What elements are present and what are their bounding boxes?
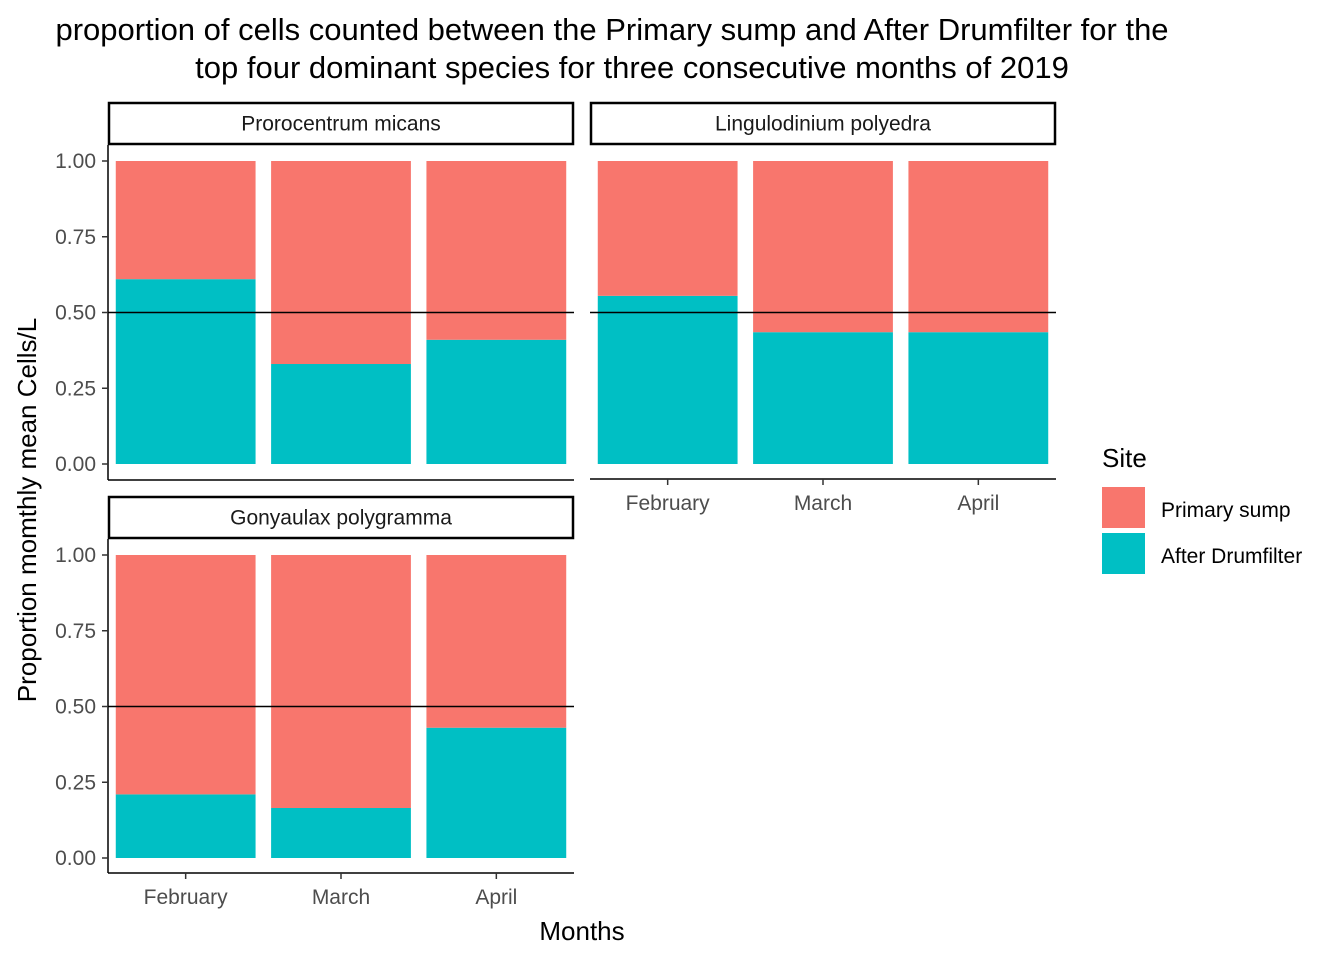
bar-prorocentrum-micans-april-primary-sump <box>426 161 567 340</box>
bar-lingulodinium-polyedra-april-primary-sump <box>908 161 1049 333</box>
bar-lingulodinium-polyedra-april-after-drumfilter <box>908 332 1049 464</box>
x-tick-label-lingulodinium-polyedra-april: April <box>957 492 999 515</box>
bar-prorocentrum-micans-march-primary-sump <box>271 161 411 365</box>
y-tick-label-gonyaulax-polygramma-0: 0.00 <box>55 847 96 870</box>
y-tick-label-prorocentrum-micans-0: 0.00 <box>55 453 96 476</box>
bar-gonyaulax-polygramma-april-after-drumfilter <box>426 727 567 858</box>
y-tick-label-prorocentrum-micans-4: 1.00 <box>55 150 96 173</box>
bar-prorocentrum-micans-february-after-drumfilter <box>115 279 256 464</box>
facet-label-lingulodinium-polyedra: Lingulodinium polyedra <box>715 113 931 136</box>
facet-strip-gonyaulax-polygramma <box>107 495 575 540</box>
y-tick-label-gonyaulax-polygramma-3: 0.75 <box>55 620 96 643</box>
bar-prorocentrum-micans-april-after-drumfilter <box>426 339 567 464</box>
x-tick-label-lingulodinium-polyedra-february: February <box>626 492 711 515</box>
bar-gonyaulax-polygramma-march-primary-sump <box>271 555 411 809</box>
legend-label-after-drumfilter: After Drumfilter <box>1161 545 1302 568</box>
facet-gonyaulax-polygramma: Gonyaulax polygramma 0.00 0.25 0.50 0.75 1.00… <box>55 495 575 909</box>
x-tick-label-lingulodinium-polyedra-march: March <box>794 492 852 515</box>
facet-prorocentrum-micans: Prorocentrum micans 0.00 0.25 0.50 0.75 1.00 <box>55 101 575 481</box>
y-tick-label-gonyaulax-polygramma-1: 0.25 <box>55 771 96 794</box>
bar-gonyaulax-polygramma-april-primary-sump <box>426 555 567 728</box>
facet-strip-prorocentrum-micans <box>107 101 575 146</box>
bar-lingulodinium-polyedra-february-after-drumfilter <box>597 295 738 464</box>
legend-title: Site <box>1102 443 1147 473</box>
x-tick-label-gonyaulax-polygramma-april: April <box>475 886 517 909</box>
y-axis-title: Proportion momthly mean Cells/L <box>12 318 42 702</box>
y-tick-label-prorocentrum-micans-1: 0.25 <box>55 377 96 400</box>
bar-lingulodinium-polyedra-march-primary-sump <box>753 161 893 333</box>
x-axis-title: Months <box>539 916 624 946</box>
facet-lingulodinium-polyedra: Lingulodinium polyedra February March April <box>589 101 1057 515</box>
y-tick-label-prorocentrum-micans-2: 0.50 <box>55 302 96 325</box>
legend: Site Primary sump After Drumfilter <box>1102 443 1302 574</box>
x-tick-label-gonyaulax-polygramma-february: February <box>144 886 229 909</box>
legend-label-primary-sump: Primary sump <box>1161 499 1291 522</box>
y-tick-label-gonyaulax-polygramma-4: 1.00 <box>55 544 96 567</box>
bar-gonyaulax-polygramma-march-after-drumfilter <box>271 808 411 858</box>
legend-key-after-drumfilter <box>1102 533 1145 574</box>
legend-key-primary-sump <box>1102 487 1145 528</box>
bar-prorocentrum-micans-march-after-drumfilter <box>271 364 411 464</box>
facet-label-prorocentrum-micans: Prorocentrum micans <box>241 113 441 136</box>
bar-lingulodinium-polyedra-february-primary-sump <box>597 161 738 296</box>
chart-title-line-2: top four dominant species for three cons… <box>195 50 1069 85</box>
bar-lingulodinium-polyedra-march-after-drumfilter <box>753 332 893 464</box>
bar-gonyaulax-polygramma-february-primary-sump <box>115 555 256 795</box>
facet-label-gonyaulax-polygramma: Gonyaulax polygramma <box>230 507 452 530</box>
y-tick-label-prorocentrum-micans-3: 0.75 <box>55 226 96 249</box>
y-tick-label-gonyaulax-polygramma-2: 0.50 <box>55 696 96 719</box>
facet-strip-lingulodinium-polyedra <box>589 101 1057 146</box>
chart-title-line-1: proportion of cells counted between the … <box>55 12 1168 47</box>
x-tick-label-gonyaulax-polygramma-march: March <box>312 886 370 909</box>
bar-gonyaulax-polygramma-february-after-drumfilter <box>115 794 256 858</box>
bar-prorocentrum-micans-february-primary-sump <box>115 161 256 280</box>
facet-panels: Prorocentrum micans 0.00 0.25 0.50 0.75 1.00 L… <box>55 101 1057 909</box>
